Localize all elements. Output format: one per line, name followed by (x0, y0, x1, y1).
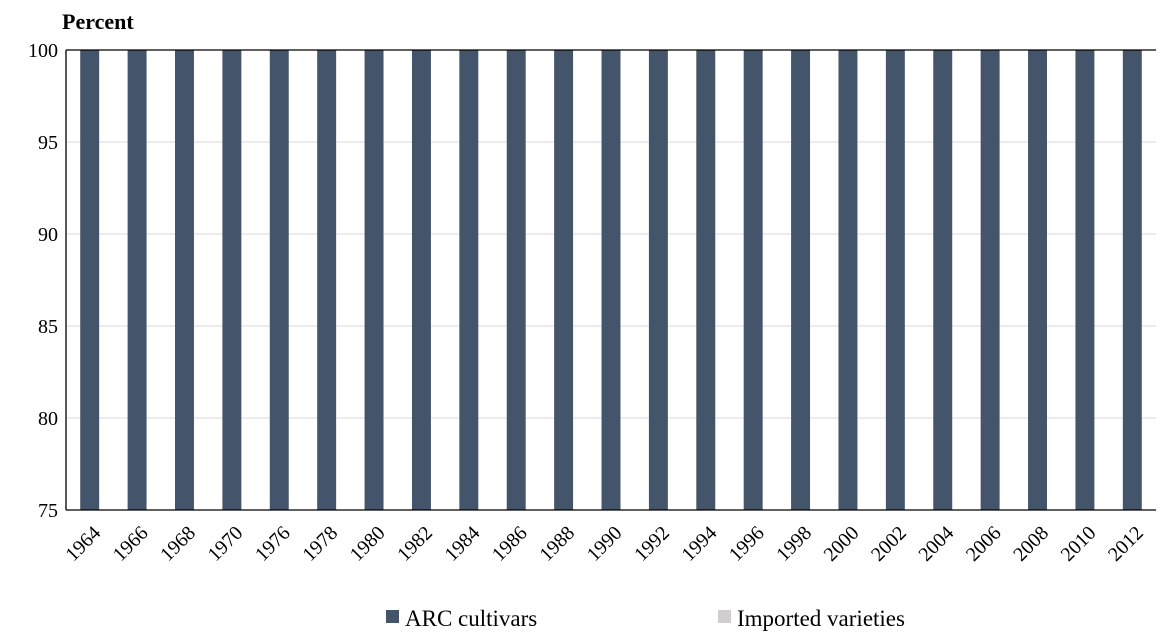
x-tick-label-1978: 1978 (298, 522, 342, 566)
bar-arc-1976 (269, 50, 289, 510)
bar-arc-2006 (980, 50, 1000, 510)
bar-arc-1992 (648, 50, 668, 510)
x-tick-label-2010: 2010 (1057, 522, 1101, 566)
x-tick-label-1966: 1966 (109, 522, 153, 566)
legend-swatch-arc (386, 610, 399, 623)
y-tick-label-85: 85 (38, 316, 58, 338)
x-tick-label-1982: 1982 (393, 522, 437, 566)
x-tick-labels: 1964 1966 1968 1970 1976 1978 1980 1982 1984 1986… (61, 522, 1147, 566)
bar-arc-1982 (411, 50, 431, 510)
y-tick-label-100: 100 (28, 40, 58, 62)
x-tick-label-1994: 1994 (677, 522, 721, 566)
y-tick-label-95: 95 (38, 132, 58, 154)
y-tick-label-75: 75 (38, 500, 58, 522)
y-axis-label: Percent (62, 9, 134, 34)
bar-arc-2010 (1075, 50, 1095, 510)
legend: ARC cultivars Imported varieties (386, 606, 905, 631)
bars (80, 50, 1142, 510)
legend-label-arc: ARC cultivars (405, 606, 537, 631)
y-tick-label-80: 80 (38, 408, 58, 430)
x-tick-label-1992: 1992 (630, 522, 674, 566)
bar-arc-1986 (506, 50, 526, 510)
x-tick-label-1980: 1980 (346, 522, 390, 566)
bar-arc-2004 (933, 50, 953, 510)
x-tick-label-2002: 2002 (867, 522, 911, 566)
x-tick-label-2006: 2006 (962, 522, 1006, 566)
x-tick-label-1970: 1970 (204, 522, 248, 566)
x-tick-label-1998: 1998 (772, 522, 816, 566)
bar-arc-1968 (175, 50, 194, 510)
bar-arc-1964 (80, 50, 100, 510)
bar-arc-2008 (1028, 50, 1047, 510)
bar-arc-1998 (791, 50, 811, 510)
bar-arc-1980 (364, 50, 384, 510)
legend-swatch-imported (718, 610, 731, 623)
bar-arc-1996 (743, 50, 763, 510)
y-tick-labels: 75 80 85 90 95 100 (28, 40, 58, 522)
x-tick-label-1976: 1976 (251, 522, 295, 566)
x-tick-label-2004: 2004 (914, 522, 958, 566)
bar-arc-1966 (127, 50, 147, 510)
x-tick-label-1984: 1984 (441, 522, 485, 566)
x-tick-label-1964: 1964 (61, 522, 105, 566)
bar-arc-2000 (838, 50, 858, 510)
x-tick-label-2008: 2008 (1009, 522, 1053, 566)
bar-arc-2002 (885, 50, 905, 510)
x-tick-label-2000: 2000 (820, 522, 864, 566)
x-tick-label-1986: 1986 (488, 522, 532, 566)
legend-label-imported: Imported varieties (737, 606, 905, 631)
y-tick-label-90: 90 (38, 224, 58, 246)
bar-arc-2012 (1122, 50, 1142, 510)
x-tick-label-1990: 1990 (583, 522, 627, 566)
bar-arc-1970 (222, 50, 242, 510)
bar-arc-1994 (696, 50, 716, 510)
x-tick-label-1996: 1996 (725, 522, 769, 566)
x-tick-label-2012: 2012 (1104, 522, 1148, 566)
x-tick-label-1968: 1968 (156, 522, 200, 566)
bar-arc-1978 (317, 50, 337, 510)
bar-arc-1984 (459, 50, 479, 510)
bar-arc-1990 (601, 50, 621, 510)
bar-arc-1988 (554, 50, 574, 510)
axes (65, 49, 1156, 511)
x-tick-label-1988: 1988 (535, 522, 579, 566)
